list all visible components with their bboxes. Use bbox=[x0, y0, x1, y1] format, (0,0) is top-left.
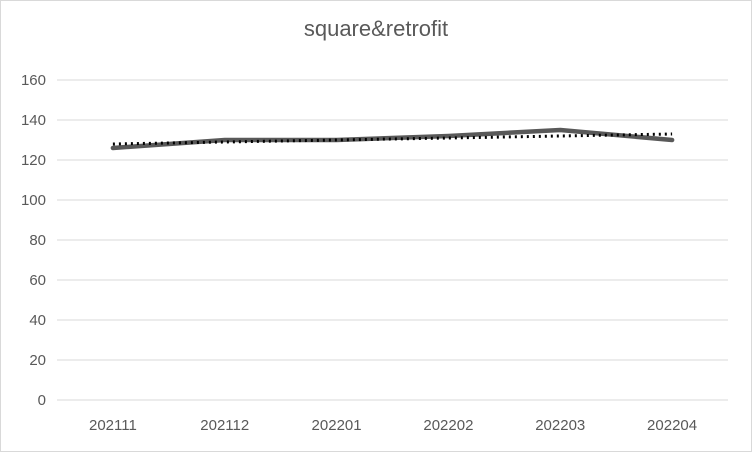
y-tick-label: 120 bbox=[21, 152, 46, 169]
series-layer bbox=[110, 127, 675, 151]
x-tick-label: 202112 bbox=[200, 417, 249, 434]
y-tick-label: 40 bbox=[29, 312, 46, 329]
y-tick-label: 140 bbox=[21, 112, 46, 129]
y-tick-label: 0 bbox=[38, 392, 46, 409]
x-tick-label: 202201 bbox=[312, 417, 362, 434]
y-tick-label: 160 bbox=[21, 72, 46, 89]
gridlines bbox=[57, 79, 728, 401]
x-tick-label: 202203 bbox=[535, 417, 585, 434]
y-tick-label: 100 bbox=[21, 192, 46, 209]
x-tick-label: 202204 bbox=[647, 417, 697, 434]
y-axis-ticks: 0 20 40 60 80 100 120 140 160 bbox=[21, 72, 46, 409]
y-tick-label: 80 bbox=[29, 232, 46, 249]
series-line-solid bbox=[110, 127, 675, 151]
x-tick-label: 202111 bbox=[89, 417, 137, 434]
x-axis-ticks: 202111 202112 202201 202202 202203 202204 bbox=[89, 417, 697, 434]
y-tick-label: 60 bbox=[29, 272, 46, 289]
x-tick-label: 202202 bbox=[423, 417, 473, 434]
chart-title: square&retrofit bbox=[303, 16, 449, 41]
y-tick-label: 20 bbox=[29, 352, 46, 369]
